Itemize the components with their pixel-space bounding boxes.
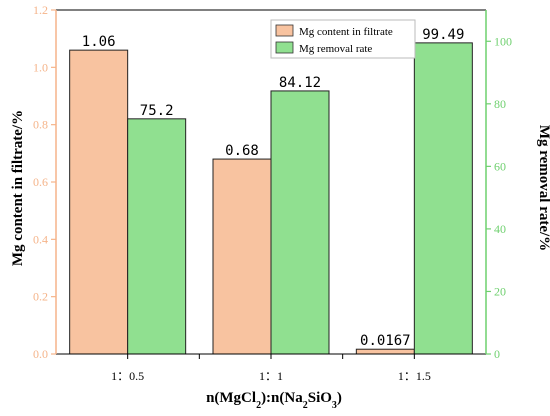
left-tick-label-5: 1.0 bbox=[33, 60, 48, 74]
bar-mg-removal-2 bbox=[413, 42, 473, 355]
bar-mg-removal-1 bbox=[270, 90, 330, 355]
legend: Mg content in filtrate Mg removal rate bbox=[270, 19, 416, 59]
left-tick-label-3: 0.6 bbox=[33, 175, 48, 189]
right-tick-label-4: 80 bbox=[494, 97, 506, 111]
x-axis-title: n(MgCl2):n(Na2SiO3) bbox=[206, 390, 342, 411]
data-label-mg-removal-0: 75.2 bbox=[140, 103, 174, 119]
left-axis-title: Mg content in filtrate/% bbox=[10, 110, 26, 266]
bar-mg-content-2 bbox=[355, 348, 415, 355]
bar-mg-content-1 bbox=[212, 158, 272, 355]
right-tick-label-1: 20 bbox=[494, 284, 506, 298]
left-tick-label-2: 0.4 bbox=[33, 232, 48, 246]
bar-mg-content-0 bbox=[69, 49, 129, 355]
right-tick-label-5: 100 bbox=[494, 34, 512, 48]
left-tick-label-0: 0.0 bbox=[33, 347, 48, 361]
legend-label-mg-content: Mg content in filtrate bbox=[299, 26, 393, 38]
bar-mg-removal-0 bbox=[127, 118, 187, 355]
data-label-mg-removal-2: 99.49 bbox=[422, 27, 464, 43]
x-tick-label-1: 1：1 bbox=[259, 369, 283, 383]
data-label-mg-content-2: 0.0167 bbox=[360, 333, 411, 349]
legend-label-mg-removal: Mg removal rate bbox=[299, 43, 372, 55]
left-tick-label-1: 0.2 bbox=[33, 290, 48, 304]
data-label-mg-content-0: 1.06 bbox=[82, 34, 116, 50]
right-tick-label-0: 0 bbox=[494, 347, 500, 361]
data-label-mg-content-1: 0.68 bbox=[225, 143, 259, 159]
left-tick-label-6: 1.2 bbox=[33, 3, 48, 17]
x-tick-label-0: 1：0.5 bbox=[111, 369, 144, 383]
plot-area bbox=[69, 42, 473, 355]
right-tick-label-3: 60 bbox=[494, 159, 506, 173]
data-label-mg-removal-1: 84.12 bbox=[279, 75, 321, 91]
right-tick-label-2: 40 bbox=[494, 222, 506, 236]
legend-swatch-mg-removal bbox=[275, 41, 294, 54]
axes: 1：0.5 1：1 1：1.5 0.0 0.2 0.4 0.6 0.8 1.0 1.2 0 20 40 6… bbox=[33, 3, 512, 383]
right-axis-title: Mg removal rate/% bbox=[536, 125, 550, 251]
data-labels: 1.06 75.2 0.68 84.12 0.0167 99.49 bbox=[82, 27, 465, 349]
legend-swatch-mg-content bbox=[275, 24, 294, 37]
left-tick-label-4: 0.8 bbox=[33, 118, 48, 132]
x-tick-label-2: 1：1.5 bbox=[398, 369, 431, 383]
